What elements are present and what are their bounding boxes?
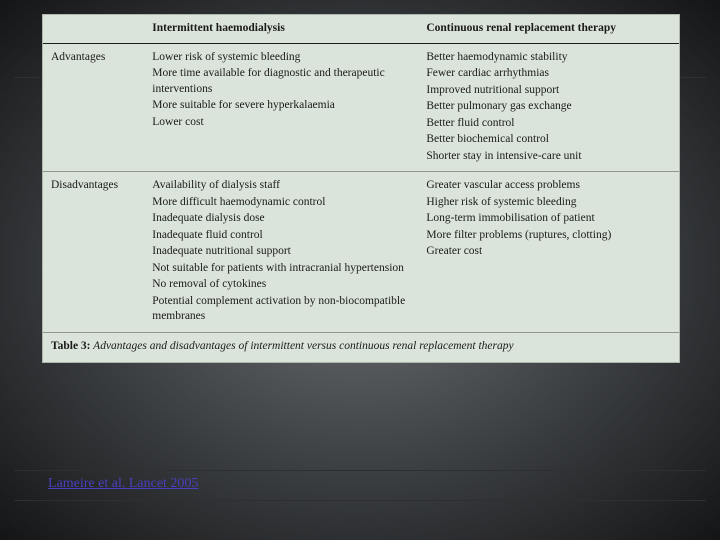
list-item: Better fluid control [426,116,671,132]
caption-lead: Table 3: [51,340,91,352]
caption-text: Advantages and disadvantages of intermit… [91,340,514,352]
list-item: Better haemodynamic stability [426,50,671,66]
list-item: Greater cost [426,244,671,260]
table-header-row: Intermittent haemodialysis Continuous re… [43,15,679,44]
table-header-crrt: Continuous renal replacement therapy [422,15,679,43]
list-item: Inadequate nutritional support [152,244,414,260]
list-item: Better pulmonary gas exchange [426,99,671,115]
list-item: More time available for diagnostic and t… [152,66,414,97]
comparison-table: Intermittent haemodialysis Continuous re… [42,14,680,363]
table-caption: Table 3: Advantages and disadvantages of… [43,333,679,363]
table-header-blank [43,15,148,43]
row-label-advantages: Advantages [43,44,148,172]
slide: Intermittent haemodialysis Continuous re… [0,0,720,540]
list-item: Fewer cardiac arrhythmias [426,66,671,82]
table-row: Disadvantages Availability of dialysis s… [43,172,679,333]
citation-link[interactable]: Lameire et al. Lancet 2005 [48,476,198,492]
list-item: Better biochemical control [426,132,671,148]
list-item: Lower risk of systemic bleeding [152,50,414,66]
list-item: Inadequate dialysis dose [152,211,414,227]
list-item: Long-term immobilisation of patient [426,211,671,227]
list-item: More filter problems (ruptures, clotting… [426,228,671,244]
cell-disadvantages-ih: Availability of dialysis staff More diff… [148,172,422,332]
list-item: No removal of cytokines [152,277,414,293]
list-item: Inadequate fluid control [152,228,414,244]
decor-line [14,500,706,501]
cell-advantages-ih: Lower risk of systemic bleeding More tim… [148,44,422,172]
list-item: More suitable for severe hyperkalaemia [152,98,414,114]
table-header-ih: Intermittent haemodialysis [148,15,422,43]
list-item: Potential complement activation by non-b… [152,294,414,325]
list-item: Not suitable for patients with intracran… [152,261,414,277]
cell-advantages-crrt: Better haemodynamic stability Fewer card… [422,44,679,172]
list-item: Lower cost [152,115,414,131]
list-item: Availability of dialysis staff [152,178,414,194]
list-item: Improved nutritional support [426,83,671,99]
list-item: Greater vascular access problems [426,178,671,194]
decor-line [14,470,706,471]
table-row: Advantages Lower risk of systemic bleedi… [43,44,679,173]
list-item: More difficult haemodynamic control [152,195,414,211]
list-item: Higher risk of systemic bleeding [426,195,671,211]
list-item: Shorter stay in intensive-care unit [426,149,671,165]
cell-disadvantages-crrt: Greater vascular access problems Higher … [422,172,679,332]
row-label-disadvantages: Disadvantages [43,172,148,332]
